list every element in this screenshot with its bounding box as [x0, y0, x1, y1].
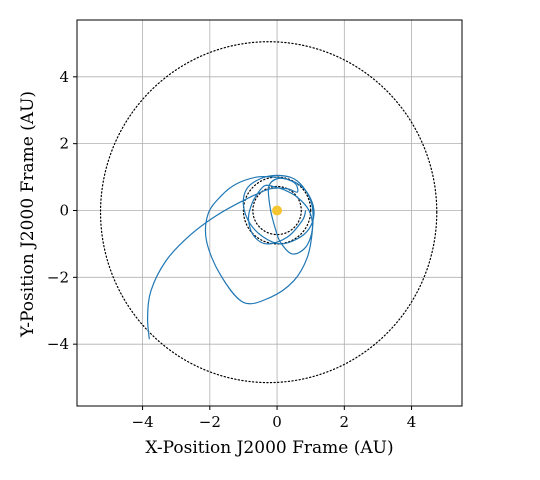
x-axis-label: X-Position J2000 Frame (AU): [145, 438, 393, 458]
axes-frame: [76, 19, 463, 407]
x-tick-label: 4: [407, 413, 417, 431]
sun-marker: [272, 205, 283, 216]
plot-area: −4 −2 0 2 4 −4 −2 0 2 4: [47, 19, 463, 431]
x-tick-label: 0: [272, 413, 282, 431]
y-tick-label: −2: [47, 268, 69, 286]
trajectory-line: [146, 174, 315, 340]
y-tick-label: 0: [59, 201, 69, 219]
x-tick-label: 2: [340, 413, 350, 431]
y-tick-label: 2: [59, 135, 69, 153]
orbit-ring: [99, 41, 438, 384]
orbit-ring: [242, 176, 312, 245]
y-tick-label: −4: [47, 335, 69, 353]
x-tick-label: −2: [199, 413, 221, 431]
y-axis-label: Y-Position J2000 Frame (AU): [18, 91, 38, 338]
y-tick-label: 4: [59, 68, 69, 86]
x-tick-label: −4: [132, 413, 154, 431]
